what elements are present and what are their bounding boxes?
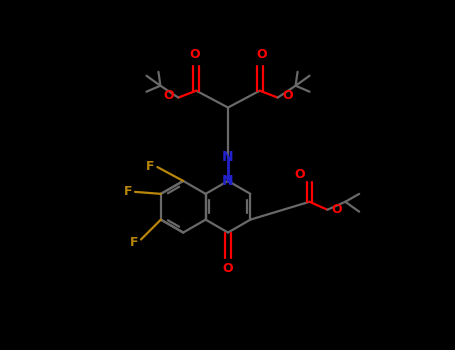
Text: O: O — [257, 48, 267, 62]
Text: O: O — [282, 89, 293, 102]
Text: N: N — [222, 150, 234, 164]
Text: O: O — [331, 203, 342, 216]
Text: F: F — [130, 236, 138, 249]
Text: O: O — [163, 89, 174, 102]
Text: F: F — [124, 186, 132, 198]
Text: N: N — [222, 174, 234, 188]
Text: O: O — [189, 48, 199, 62]
Text: F: F — [146, 160, 155, 173]
Text: O: O — [294, 168, 305, 181]
Text: O: O — [222, 262, 233, 275]
